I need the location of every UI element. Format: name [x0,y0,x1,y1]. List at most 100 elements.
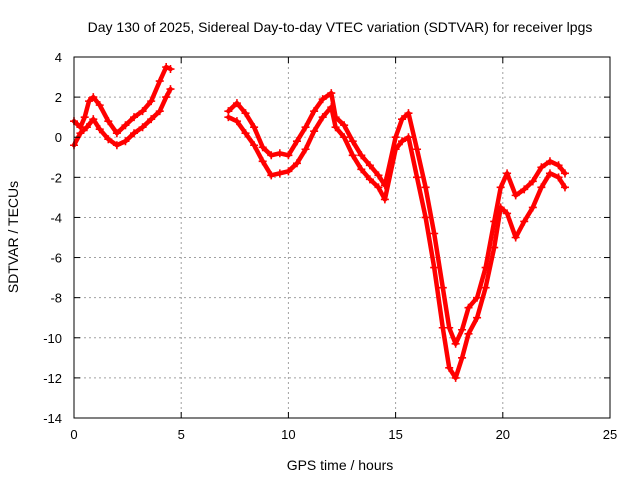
data-point [80,113,89,122]
data-point [241,129,250,138]
y-tick-label: 4 [55,50,62,65]
data-point [545,157,554,166]
series-trace [71,86,173,148]
data-point [357,165,366,174]
data-point [89,115,98,124]
data-point [327,89,336,98]
plot-frame [73,56,611,419]
data-point [166,85,175,94]
data-point [528,203,537,212]
data-point [511,191,520,200]
data-point [232,117,241,126]
y-tick-label: -6 [50,251,62,266]
y-tick-label: 0 [55,130,62,145]
data-point [155,77,164,86]
x-tick-label: 25 [603,427,617,442]
data-point [310,107,319,116]
data-point [275,149,284,158]
data-point [112,129,121,138]
x-axis-label: GPS time / hours [287,457,394,473]
y-tick-label: -2 [50,170,62,185]
data-point [438,323,447,332]
data-point [147,97,156,106]
data-point [104,117,113,126]
x-tick-label: 5 [178,427,185,442]
data-point [250,141,259,150]
data-point [267,151,276,160]
data-point [421,213,430,222]
data-point [340,121,349,130]
data-point [310,127,319,136]
data-point [413,145,422,154]
data-point [430,229,439,238]
data-point [292,159,301,168]
series-lower-track [70,85,569,382]
data-point [95,101,104,110]
y-tick-label: -4 [50,210,62,225]
x-tick-label: 10 [281,427,295,442]
data-point [130,113,139,122]
data-point [430,263,439,272]
data-point [413,173,422,182]
data-point [490,243,499,252]
data-point [458,353,467,362]
data-point [89,93,98,102]
data-point [451,339,460,348]
y-tick-label: 2 [55,90,62,105]
data-point [258,157,267,166]
chart-title: Day 130 of 2025, Sidereal Day-to-day VTE… [88,19,593,35]
data-point [275,169,284,178]
data-point [404,133,413,142]
data-point [421,183,430,192]
data-point [284,151,293,160]
data-point [331,123,340,132]
grid-lines [74,57,610,418]
data-point [76,129,85,138]
data-point [560,169,569,178]
data-point [258,143,267,152]
x-tick-label: 0 [70,427,77,442]
data-point [374,183,383,192]
series-upper-track [70,63,569,348]
y-tick-label: -8 [50,291,62,306]
data-point [365,161,374,170]
data-point [340,133,349,142]
data-point [267,171,276,180]
data-point [162,93,171,102]
data-point [473,293,482,302]
data-point [121,121,130,130]
data-point [138,123,147,132]
data-point [250,123,259,132]
data-point [445,363,454,372]
data-point [481,283,490,292]
data-point [155,107,164,116]
data-point [318,95,327,104]
data-point [537,163,546,172]
y-tick-label: -10 [43,331,62,346]
data-point [520,185,529,194]
data-point [224,113,233,122]
data-point [391,145,400,154]
axis-ticks: 0 5 10 15 20 25 -14 -12 -10 -8 -6 -4 -2 0 2 4 [43,50,617,442]
y-tick-label: -14 [43,411,62,426]
data-point [503,169,512,178]
data-point [82,123,91,132]
data-series [70,63,569,382]
data-point [104,135,113,144]
y-axis-label: SDTVAR / TECUs [5,181,21,293]
data-point [166,65,175,74]
data-point [380,195,389,204]
data-point [545,169,554,178]
data-point [503,209,512,218]
data-point [138,107,147,116]
data-point [438,283,447,292]
x-tick-label: 20 [496,427,510,442]
data-point [365,175,374,184]
data-point [162,63,171,72]
data-point [318,113,327,122]
data-point [241,109,250,118]
data-point [520,217,529,226]
data-point [398,137,407,146]
data-point [398,115,407,124]
